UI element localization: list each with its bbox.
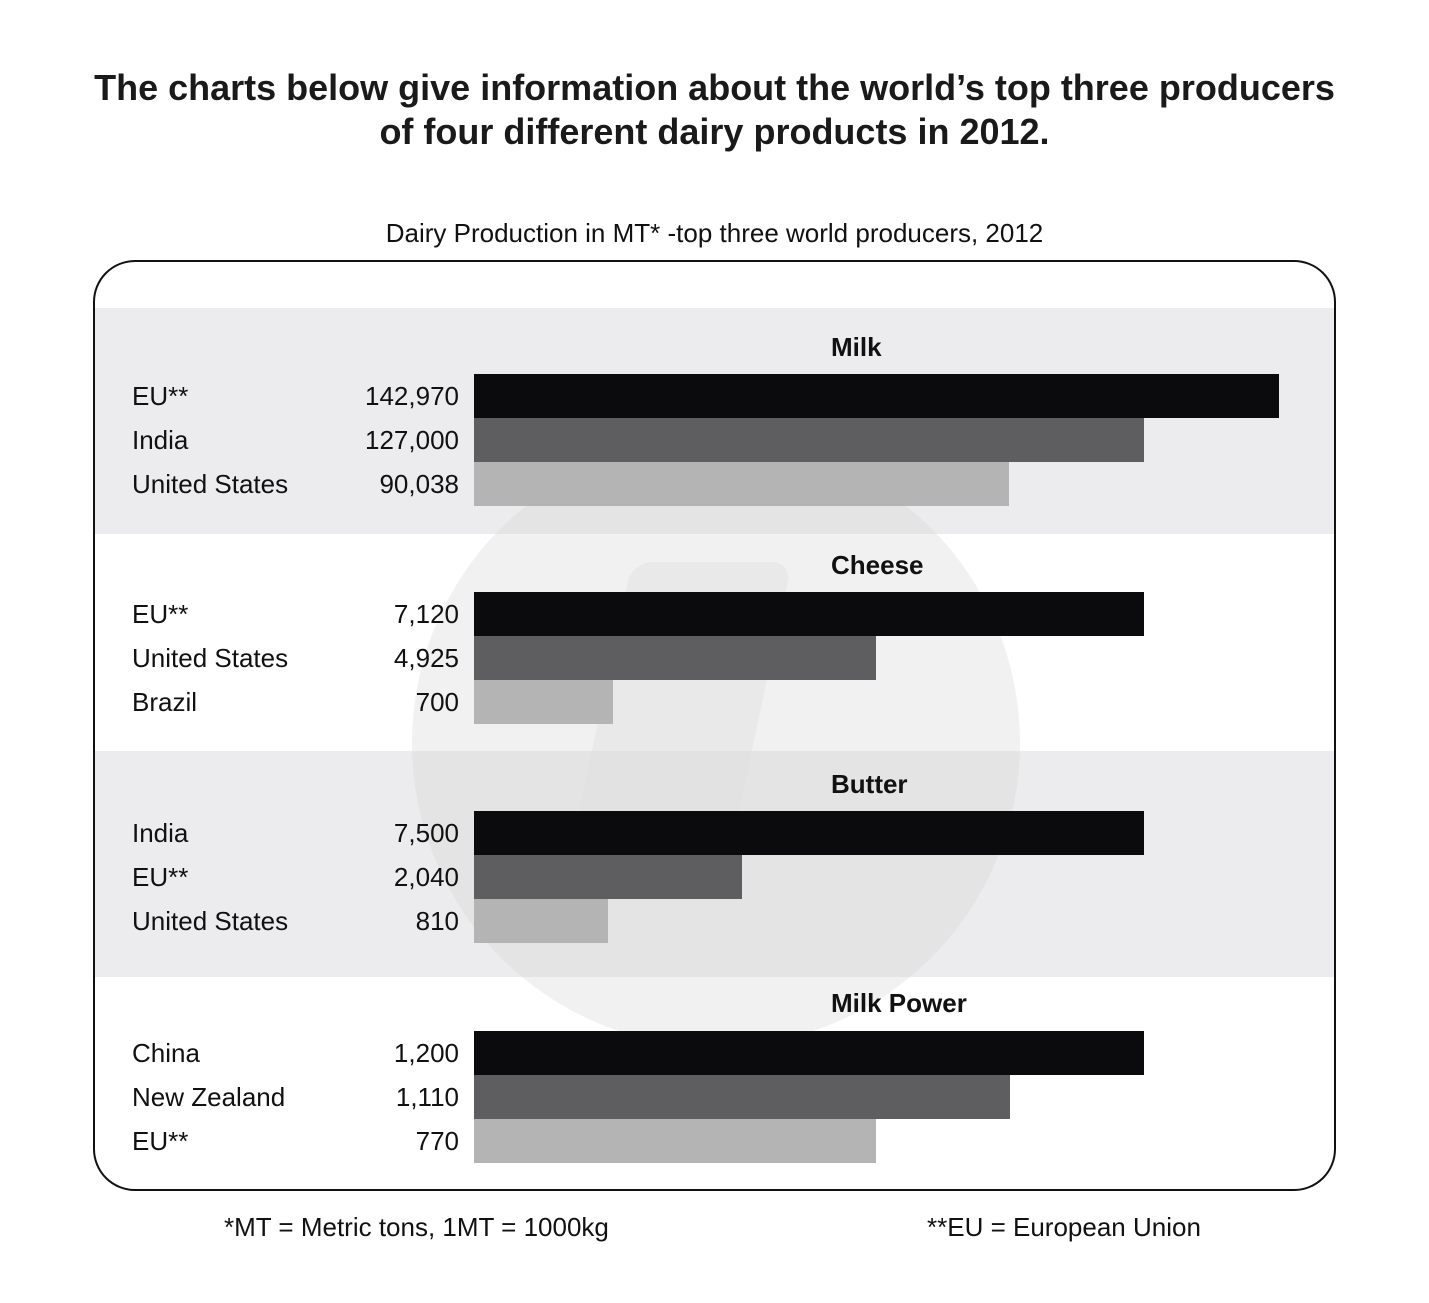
bar	[474, 374, 1279, 418]
country-label: China	[132, 1038, 200, 1068]
value-label: 4,925	[393, 643, 459, 673]
bar	[474, 1031, 1144, 1075]
country-label: EU**	[132, 599, 189, 629]
bar	[474, 636, 876, 680]
heading-line-2: of four different dairy products in 2012…	[379, 111, 1050, 152]
value-label: 1,200	[393, 1038, 459, 1068]
country-label: United States	[132, 469, 289, 499]
country-label: India	[132, 425, 189, 455]
country-label: EU**	[132, 1126, 189, 1156]
panel-title: Milk Power	[831, 988, 967, 1018]
page-heading: The charts below give information about …	[0, 66, 1429, 154]
country-label: EU**	[132, 381, 189, 411]
country-label: United States	[132, 906, 289, 936]
value-label: 700	[415, 687, 459, 717]
footnote-european-union: **EU = European Union	[927, 1212, 1201, 1242]
value-label: 810	[415, 906, 459, 936]
chart-title: Dairy Production in MT* -top three world…	[385, 218, 1044, 248]
value-label: 2,040	[393, 862, 459, 892]
value-label: 127,000	[365, 425, 459, 455]
panel-title: Butter	[831, 769, 908, 799]
country-label: United States	[132, 643, 289, 673]
bar	[474, 592, 1144, 636]
value-label: 90,038	[379, 469, 459, 499]
value-label: 7,500	[393, 818, 459, 848]
panel-title: Milk	[831, 332, 882, 362]
bar	[474, 462, 1009, 506]
country-label: New Zealand	[132, 1082, 286, 1112]
bar	[474, 1119, 876, 1163]
bar	[474, 680, 613, 724]
footnote-metric-tons: *MT = Metric tons, 1MT = 1000kg	[224, 1212, 609, 1242]
value-label: 142,970	[365, 381, 459, 411]
country-label: India	[132, 818, 189, 848]
heading-line-1: The charts below give information about …	[94, 67, 1335, 108]
bar	[474, 855, 742, 899]
value-label: 770	[415, 1126, 459, 1156]
bar	[474, 1075, 1010, 1119]
bar	[474, 899, 608, 943]
bar	[474, 418, 1144, 462]
value-label: 1,110	[395, 1082, 459, 1112]
bar	[474, 811, 1144, 855]
country-label: Brazil	[132, 687, 198, 717]
panel-title: Cheese	[831, 550, 924, 580]
value-label: 7,120	[393, 599, 459, 629]
country-label: EU**	[132, 862, 189, 892]
chart-frame: Milk EU** 142,970 India 127,000 United States…	[93, 260, 1336, 1191]
